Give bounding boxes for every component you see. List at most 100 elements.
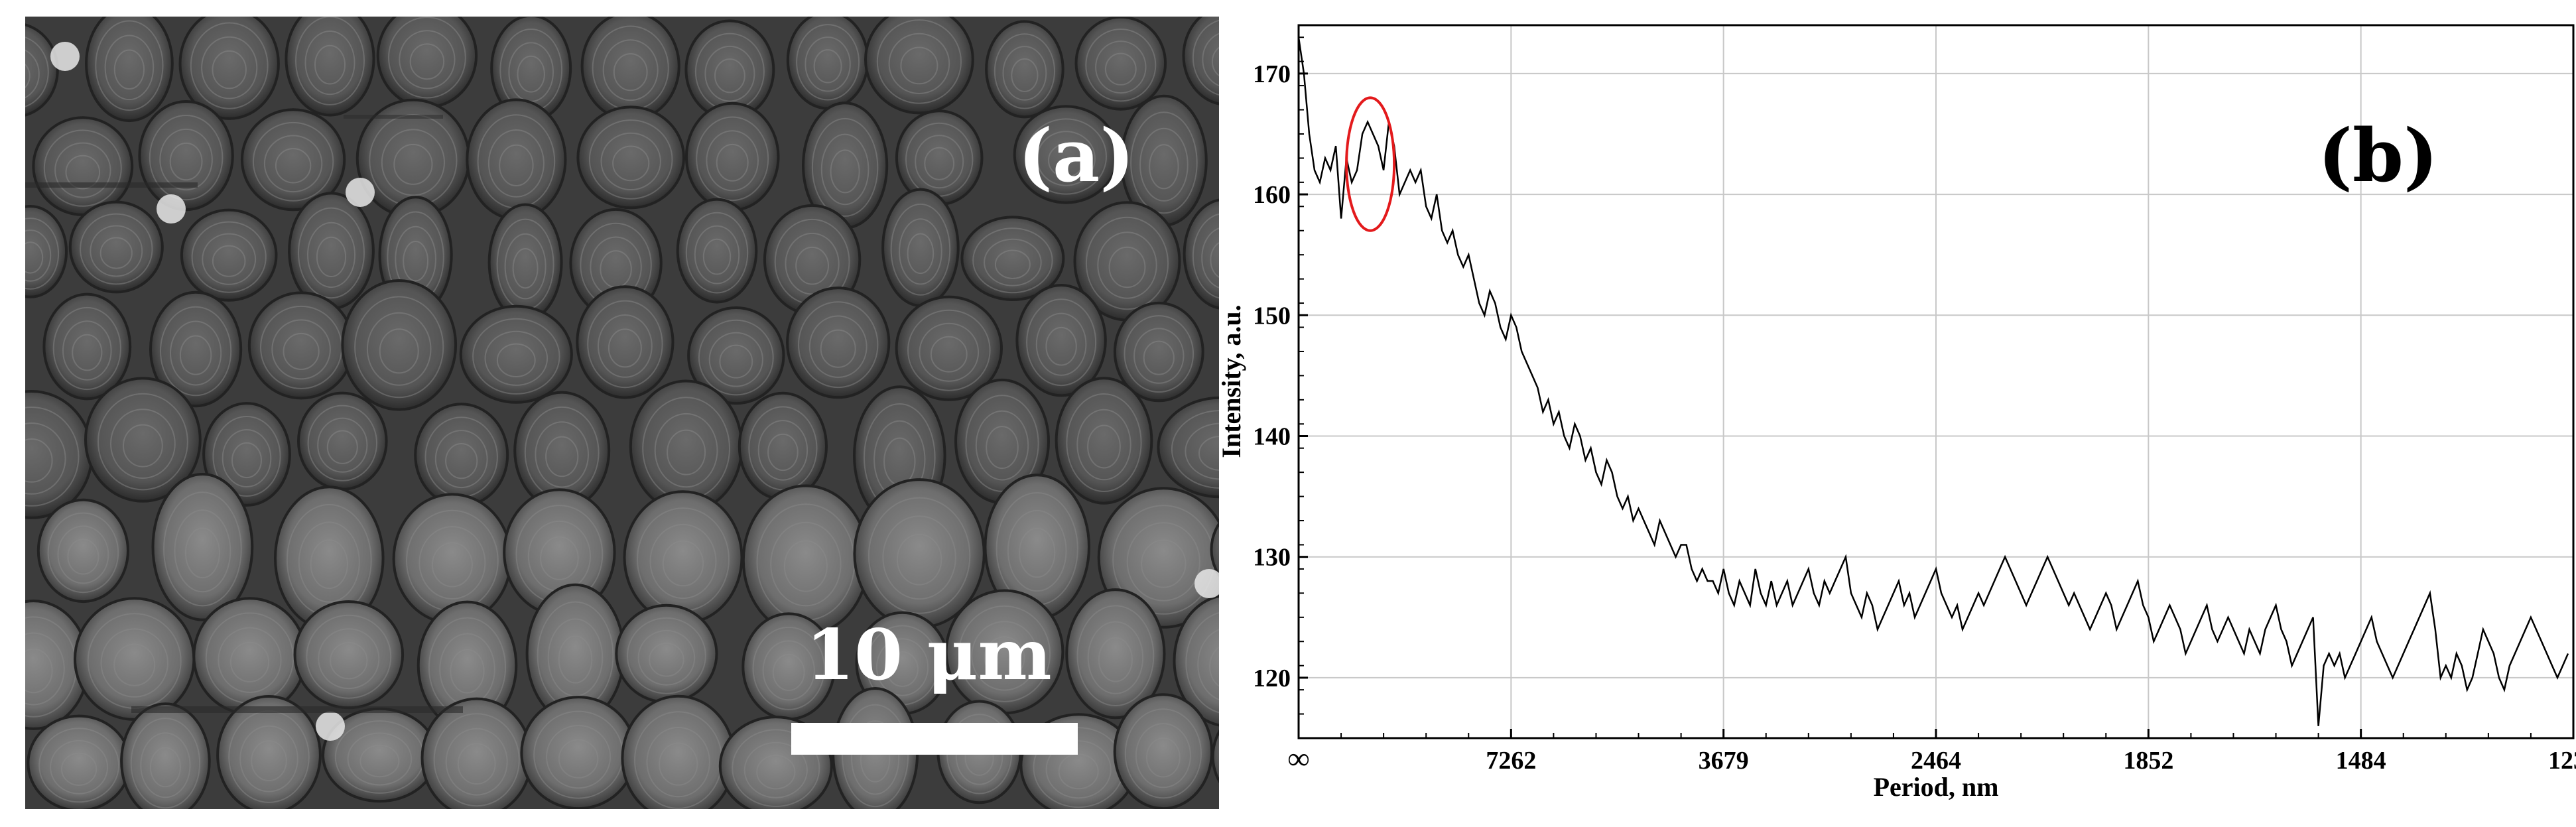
y-tick-label: 130 [1253, 544, 1291, 572]
cell-texture-ring [184, 527, 220, 579]
cell-texture-ring [972, 227, 1053, 294]
cell-texture-ring [1124, 315, 1194, 393]
cell-texture-ring [752, 626, 825, 710]
cell-texture-ring [1036, 131, 1096, 186]
surface-cell [216, 695, 322, 809]
cell-texture-ring [163, 491, 242, 607]
cell-texture-ring [783, 540, 828, 592]
cell-texture-ring [310, 539, 348, 590]
cell-texture-ring [38, 728, 119, 803]
cell-texture-ring [540, 536, 579, 580]
cell-texture-ring [612, 145, 650, 182]
cell-texture-ring [1197, 629, 1219, 700]
cell-texture-ring [876, 19, 962, 104]
cell-texture-ring [190, 22, 269, 109]
cell-texture-ring [915, 135, 964, 189]
cell-texture-ring [1095, 40, 1147, 94]
cell-texture-ring [1076, 605, 1155, 707]
surface-cell [240, 108, 346, 212]
surface-cell [621, 694, 736, 809]
cell-texture-ring [304, 31, 355, 95]
cell-texture-ring [222, 429, 272, 487]
cell-texture-ring [403, 241, 428, 282]
cell-texture-ring [558, 739, 599, 779]
cell-texture-ring [1130, 111, 1198, 214]
cell-texture-ring [984, 636, 1025, 680]
cell-texture-ring [1141, 539, 1187, 588]
x-tick-label: 3679 [1699, 747, 1749, 775]
surface-cell [1113, 693, 1214, 809]
cell-texture-ring [100, 628, 168, 698]
cell-texture-ring [598, 314, 653, 378]
cell-texture-ring [169, 142, 203, 181]
cell-texture-ring [899, 218, 942, 285]
cell-texture-ring [772, 653, 805, 691]
cell-texture-ring [283, 332, 320, 370]
cell-texture-ring [314, 44, 346, 85]
cell-texture-ring [1171, 410, 1219, 489]
cell-texture-ring [25, 49, 40, 99]
cell-texture-ring [811, 117, 879, 217]
cell-texture-ring [1135, 723, 1191, 789]
cell-texture-ring [994, 249, 1031, 279]
surface-cell [247, 291, 355, 400]
cell-texture-ring [25, 36, 49, 107]
cell-texture-ring [359, 744, 400, 778]
x-tick-label: 7262 [1486, 747, 1536, 775]
cell-texture-ring [160, 306, 232, 397]
cell-texture-ring [1108, 246, 1146, 288]
cell-texture-ring [770, 521, 842, 607]
surface-cell [687, 306, 785, 405]
surface-cell [487, 203, 563, 322]
cell-texture-ring [1087, 424, 1121, 469]
cell-texture-ring [907, 309, 991, 391]
cell-texture-ring [25, 241, 44, 274]
cell-texture-ring [1019, 527, 1056, 578]
cell-texture-ring [1045, 326, 1077, 366]
surface-cell [960, 216, 1065, 302]
surface-cell [288, 192, 375, 310]
cell-texture-ring [602, 39, 659, 101]
cell-texture-ring [487, 129, 545, 198]
cell-texture-ring [1076, 409, 1131, 481]
surface-cell [786, 286, 891, 399]
cell-texture-ring [1085, 216, 1169, 310]
x-tick-label: ∞ [1288, 741, 1310, 775]
debris-particle [50, 42, 80, 71]
cell-texture-ring [627, 617, 706, 694]
y-tick-label: 150 [1253, 302, 1291, 330]
cell-texture-ring [379, 328, 419, 374]
cell-texture-ring [743, 741, 808, 798]
cell-texture-ring [1198, 436, 1219, 471]
surface-cell [864, 17, 974, 115]
y-tick-label: 160 [1253, 181, 1291, 209]
cell-texture-ring [484, 330, 548, 386]
cell-texture-ring [1098, 637, 1133, 682]
cell-texture-ring [1211, 46, 1219, 77]
cell-texture-ring [1185, 611, 1219, 714]
cell-texture-ring [472, 318, 560, 395]
cell-texture-ring [919, 322, 980, 382]
surface-cell [580, 17, 680, 121]
cell-texture-ring [231, 442, 262, 479]
cell-texture-ring [1139, 127, 1189, 202]
cell-texture-ring [25, 422, 66, 495]
cell-texture-ring [798, 301, 879, 389]
cell-texture-ring [251, 740, 287, 782]
surface-cell [293, 600, 405, 710]
cell-texture-ring [1085, 28, 1157, 102]
surface-cell [297, 391, 388, 491]
cell-texture-ring [25, 438, 53, 483]
cell-texture-ring [307, 405, 377, 481]
cell-texture-ring [813, 49, 842, 84]
cell-texture-ring [1124, 708, 1202, 799]
cell-texture-ring [1209, 646, 1219, 687]
cell-texture-ring [1007, 509, 1067, 592]
cell-texture-ring [113, 49, 145, 90]
x-tick-label: 1237 [2548, 747, 2576, 775]
cell-texture-ring [54, 142, 111, 198]
cell-texture-ring [104, 34, 155, 101]
cell-texture-ring [201, 36, 258, 99]
cell-texture-ring [170, 320, 222, 386]
cell-texture-ring [499, 144, 534, 186]
